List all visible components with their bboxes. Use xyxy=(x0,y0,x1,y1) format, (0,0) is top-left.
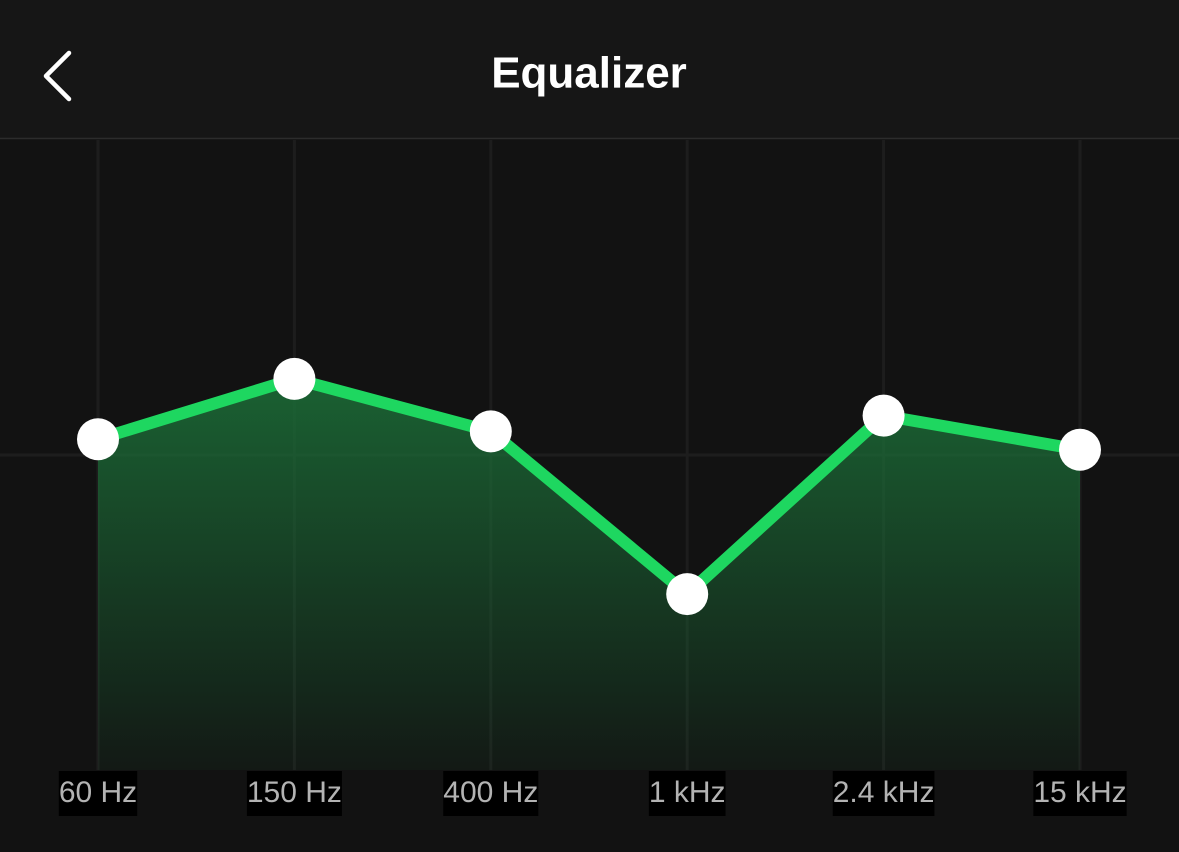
label-background xyxy=(1033,771,1127,816)
eq-handle[interactable] xyxy=(273,357,316,400)
band-label: 1 kHz xyxy=(649,776,726,809)
eq-line xyxy=(96,372,1082,601)
band-label: 60 Hz xyxy=(59,776,137,809)
band-label: 15 kHz xyxy=(1033,776,1126,809)
area xyxy=(98,378,1080,770)
band-label: 150 Hz xyxy=(247,776,342,809)
equalizer-chart: 60 Hz 150 Hz 400 Hz 1 kHz 2.4 kHz 15 kHz xyxy=(0,140,1179,816)
back-button[interactable] xyxy=(43,50,72,102)
band-label: 400 Hz xyxy=(443,776,538,809)
eq-handle[interactable] xyxy=(666,573,709,616)
eq-handle[interactable] xyxy=(1059,428,1101,471)
label-background xyxy=(443,771,539,816)
header-title: Equalizer xyxy=(491,49,687,98)
band-label: 2.4 kHz xyxy=(833,776,935,809)
eq-handle[interactable] xyxy=(77,418,119,461)
label-background xyxy=(648,771,726,816)
label-background xyxy=(58,771,138,816)
eq-handle[interactable] xyxy=(469,410,512,453)
label-background xyxy=(832,771,935,816)
header xyxy=(0,0,1179,138)
label-background xyxy=(246,771,342,816)
eq-handle[interactable] xyxy=(862,394,905,437)
